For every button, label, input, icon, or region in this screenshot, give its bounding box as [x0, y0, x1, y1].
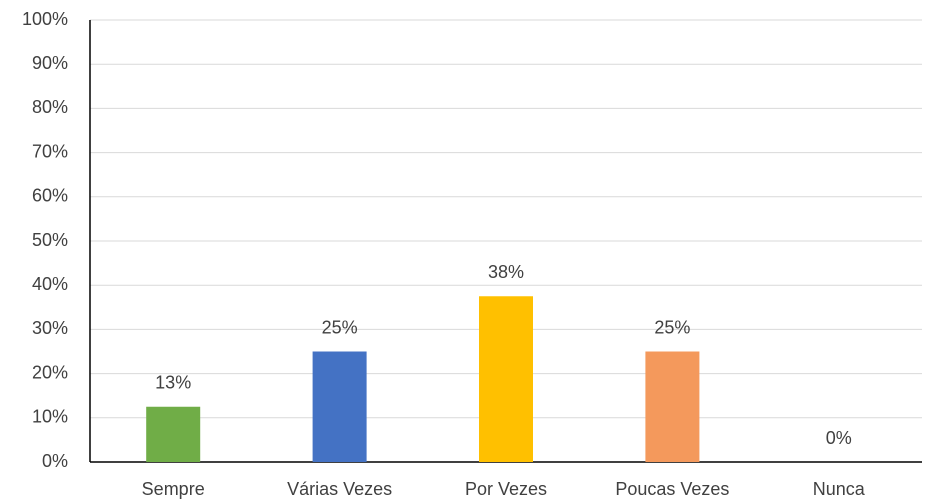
x-tick-label: Por Vezes: [465, 479, 547, 499]
y-tick-label: 20%: [32, 362, 68, 382]
y-tick-label: 10%: [32, 407, 68, 427]
data-label: 38%: [488, 262, 524, 282]
bar: [312, 351, 367, 462]
y-tick-label: 0%: [42, 451, 68, 471]
x-tick-label: Poucas Vezes: [615, 479, 729, 499]
y-tick-label: 70%: [32, 141, 68, 161]
y-tick-label: 100%: [22, 9, 68, 29]
data-label: 25%: [654, 317, 690, 337]
y-tick-label: 50%: [32, 230, 68, 250]
data-label: 13%: [155, 373, 191, 393]
y-tick-label: 80%: [32, 97, 68, 117]
bar: [479, 296, 533, 462]
bar: [146, 406, 201, 462]
x-tick-label: Sempre: [142, 479, 205, 499]
y-tick-label: 40%: [32, 274, 68, 294]
x-tick-label: Várias Vezes: [287, 479, 392, 499]
data-label: 25%: [322, 317, 358, 337]
bar: [645, 351, 700, 462]
x-tick-label: Nunca: [813, 479, 866, 499]
y-tick-label: 90%: [32, 53, 68, 73]
y-tick-label: 60%: [32, 186, 68, 206]
data-label: 0%: [826, 428, 852, 448]
y-tick-label: 30%: [32, 318, 68, 338]
